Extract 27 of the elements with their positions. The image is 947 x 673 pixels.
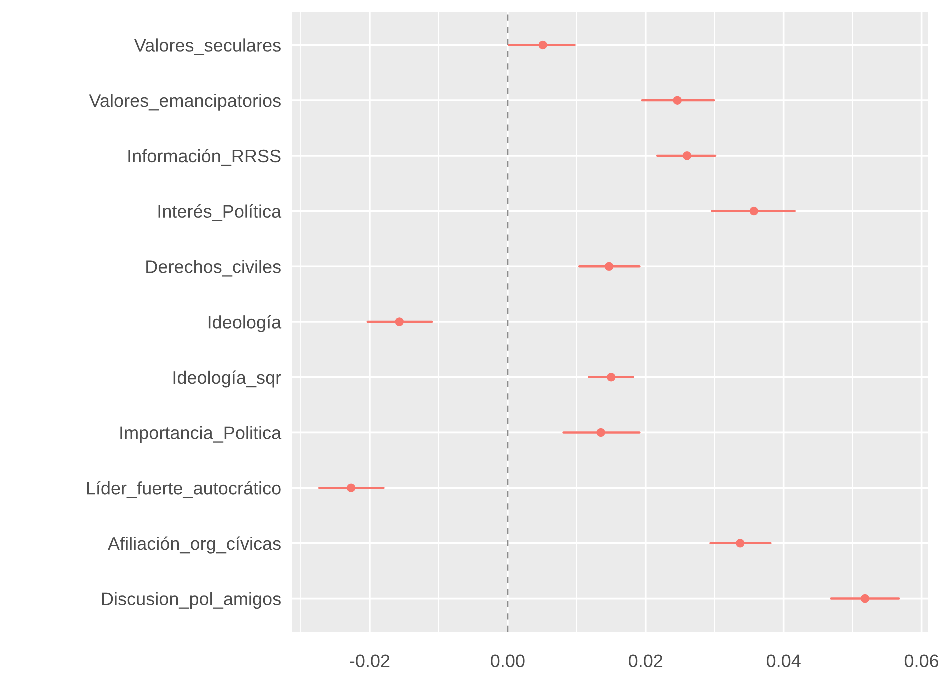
x-tick-label: 0.04: [766, 654, 801, 668]
x-tick-label: 0.00: [491, 654, 525, 668]
y-tick-label: Importancia_Politica: [120, 426, 282, 444]
y-tick-label: Valores_seculares: [134, 38, 281, 56]
y-tick-label: Ideología: [208, 315, 282, 332]
point: [673, 96, 682, 105]
y-tick-label: Ideología_sqr: [174, 370, 282, 388]
x-tick-label: -0.02: [350, 654, 390, 668]
x-tick-label: 0.02: [629, 654, 663, 668]
y-tick-label: Líder_fuerte_autocrático: [87, 481, 281, 498]
point: [860, 594, 870, 604]
y-tick-label: Valores_emancipatorios: [89, 94, 281, 111]
point: [682, 152, 692, 160]
point: [604, 262, 614, 272]
y-tick-label: Interés_Política: [158, 204, 282, 222]
point: [596, 428, 606, 438]
y-tick-label: Afiliación_org_cívicas: [108, 536, 281, 554]
point: [736, 539, 745, 548]
point: [346, 484, 356, 492]
point: [395, 318, 404, 326]
y-tick-label: Información_RRSS: [128, 149, 281, 166]
y-tick-label: Discusion_pol_amigos: [102, 592, 281, 610]
point: [750, 206, 759, 216]
y-tick-label: Derechos_civiles: [146, 260, 281, 277]
point: [538, 40, 548, 50]
point: [607, 372, 616, 382]
x-tick-label: 0.06: [904, 654, 939, 668]
